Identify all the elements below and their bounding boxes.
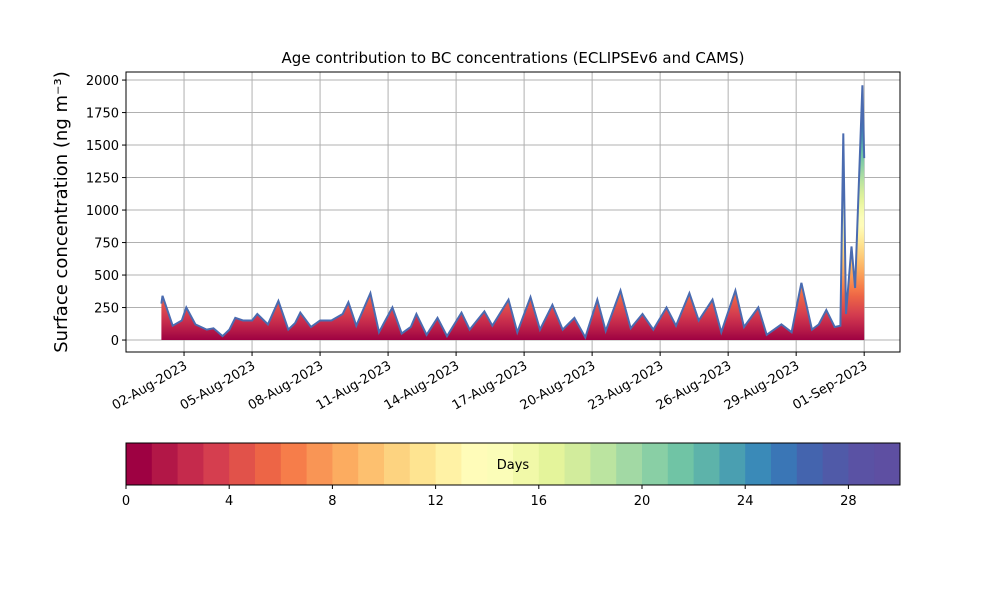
colorbar-segment: [667, 443, 695, 485]
y-axis-label: Surface concentration (ng m⁻³): [51, 71, 72, 353]
colorbar-segment: [306, 443, 333, 485]
colorbar-segment: [642, 443, 669, 485]
colorbar-segment: [203, 443, 230, 485]
x-tick-label: 20: [634, 494, 651, 509]
colorbar-segment: [255, 443, 282, 485]
colorbar-segment: [151, 443, 179, 485]
y-tick-label: 1250: [86, 172, 119, 187]
x-tick-label: 14-Aug-2023: [382, 358, 462, 413]
x-tick-label: 0: [122, 494, 130, 509]
x-tick-label: 4: [225, 494, 233, 509]
colorbar-segment: [745, 443, 772, 485]
colorbar-segment: [796, 443, 824, 485]
colorbar-segment: [384, 443, 411, 485]
colorbar-segment: [513, 443, 540, 485]
colorbar-segment: [280, 443, 308, 485]
x-tick-label: 8: [328, 494, 336, 509]
x-tick-label: 02-Aug-2023: [110, 358, 190, 413]
y-tick-label: 750: [94, 237, 119, 252]
colorbar-segment: [822, 443, 849, 485]
colorbar-segment: [771, 443, 798, 485]
colorbar-segment: [848, 443, 875, 485]
colorbar-segment: [461, 443, 488, 485]
colorbar-segment: [126, 443, 153, 485]
colorbar-segment: [229, 443, 256, 485]
x-tick-label: 26-Aug-2023: [654, 358, 734, 413]
y-tick-label: 2000: [86, 74, 119, 89]
x-tick-label: 16: [531, 494, 548, 509]
y-tick-label: 1750: [86, 107, 119, 122]
colorbar-segment: [177, 443, 204, 485]
y-tick-label: 500: [94, 269, 119, 284]
colorbar-segment: [564, 443, 591, 485]
colorbar-segment: [358, 443, 385, 485]
x-tick-label: 08-Aug-2023: [246, 358, 326, 413]
x-tick-label: 20-Aug-2023: [518, 358, 598, 413]
colorbar-segment: [409, 443, 437, 485]
plot-frame: [125, 71, 901, 353]
area: [161, 85, 865, 341]
colorbar-segment: [538, 443, 566, 485]
colorbar-segment: [693, 443, 720, 485]
colorbar-frame: [125, 442, 901, 486]
x-tick-label: 29-Aug-2023: [722, 358, 802, 413]
colorbar-segment: [590, 443, 617, 485]
y-tick-label: 1000: [86, 204, 119, 219]
line: [160, 85, 866, 340]
colorbar-segment: [616, 443, 643, 485]
colorbar-segment: [332, 443, 359, 485]
y-tick-label: 250: [94, 302, 119, 317]
colorbar-segment: [874, 443, 901, 485]
x-tick-label: 23-Aug-2023: [586, 358, 666, 413]
x-tick-label: 24: [737, 494, 754, 509]
colorbar-segment: [487, 443, 514, 485]
x-tick-label: 11-Aug-2023: [314, 358, 394, 413]
x-tick-label: 05-Aug-2023: [178, 358, 258, 413]
y-tick-label: 0: [111, 334, 119, 349]
colorbar-label: Days: [497, 458, 530, 473]
x-tick-label: 01-Sep-2023: [790, 358, 870, 413]
y-tick-label: 1500: [86, 139, 119, 154]
x-tick-label: 17-Aug-2023: [450, 358, 530, 413]
colorbar-segment: [435, 443, 462, 485]
x-tick-label: 12: [427, 494, 444, 509]
colorbar-segment: [719, 443, 746, 485]
chart-title: Age contribution to BC concentrations (E…: [282, 49, 745, 67]
x-tick-label: 28: [840, 494, 857, 509]
